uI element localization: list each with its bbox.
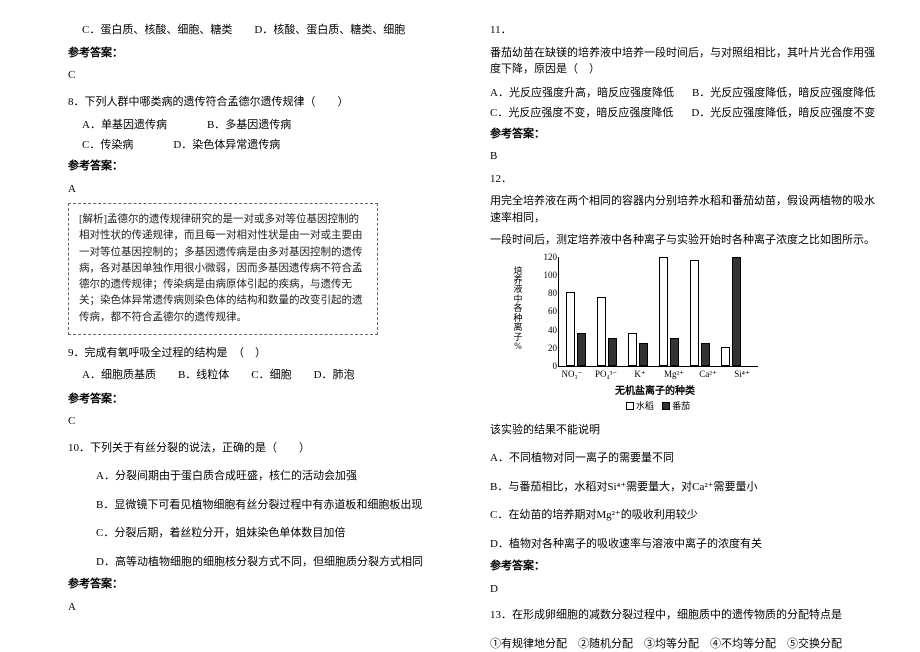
bar-番茄-4 <box>701 343 710 366</box>
q11-opts-row1: A．光反应强度升高，暗反应强度降低 B．光反应强度降低，暗反应强度降低 <box>490 84 880 100</box>
page-root: C．蛋白质、核酸、细胞、糖类 D．核酸、蛋白质、糖类、细胞 参考答案： C 8．… <box>0 0 920 651</box>
chart-plot-area: 培养液中各种离子% 120100806040200 <box>558 257 758 367</box>
answer-label: 参考答案： <box>68 158 432 175</box>
answer-label: 参考答案： <box>490 126 880 143</box>
chart-x-title: 无机盐离子的种类 <box>550 382 760 397</box>
answer-value: C <box>68 67 432 84</box>
q11-opt-c: C．光反应强度不变，暗反应强度降低 <box>490 104 673 120</box>
chart-legend: 水稻 番茄 <box>550 399 760 412</box>
q12-num: 12． <box>490 171 880 188</box>
q9-stem: 9．完成有氧呼吸全过程的结构是 （ ） <box>68 345 432 362</box>
q8-opts-row2: C．传染病 D．染色体异常遗传病 <box>82 136 432 152</box>
answer-value: A <box>68 181 432 198</box>
answer-value: C <box>68 413 432 430</box>
q8-stem: 8．下列人群中哪类病的遗传符合孟德尔遗传规律（ ） <box>68 94 432 111</box>
answer-label: 参考答案： <box>490 558 880 575</box>
q8-opt-b: B．多基因遗传病 <box>207 116 291 132</box>
q10-opt-b: B．显微镜下可看见植物细胞有丝分裂过程中有赤道板和细胞板出现 <box>96 497 432 514</box>
answer-value: A <box>68 599 432 616</box>
legend-swatch-black <box>662 402 670 410</box>
bar-水稻-2 <box>628 333 637 365</box>
q11-stem: 番茄幼苗在缺镁的培养液中培养一段时间后，与对照组相比，其叶片光合作用强度下降，原… <box>490 45 880 78</box>
bar-水稻-1 <box>597 297 606 366</box>
q9-opts: A．细胞质基质 B．线粒体 C．细胞 D．肺泡 <box>82 367 432 385</box>
q7-options-cd: C．蛋白质、核酸、细胞、糖类 D．核酸、蛋白质、糖类、细胞 <box>82 22 432 39</box>
q12-p2: 一段时间后，测定培养液中各种离子与实验开始时各种离子浓度之比如图所示。 <box>490 232 880 249</box>
bar-番茄-5 <box>732 257 741 365</box>
q11-opt-b: B．光反应强度降低，暗反应强度降低 <box>692 84 875 100</box>
q8-opt-c: C．传染病 <box>82 136 133 152</box>
q10-stem: 10．下列关于有丝分裂的说法，正确的是（ ） <box>68 440 432 457</box>
chart-y-title: 培养液中各种离子% <box>511 267 525 352</box>
q10-opt-c: C．分裂后期，着丝粒分开，姐妹染色单体数目加倍 <box>96 525 432 542</box>
bar-chart: 培养液中各种离子% 120100806040200 NO₃⁻PO₄³⁻K⁺Mg²… <box>530 257 760 412</box>
q11-num: 11． <box>490 22 880 39</box>
q12-opt-c: C．在幼苗的培养期对Mg²⁺的吸收利用较少 <box>490 507 880 524</box>
chart-y-ticks: 120100806040200 <box>535 253 557 381</box>
q12-opt-a: A．不同植物对同一离子的需要量不同 <box>490 450 880 467</box>
answer-value: D <box>490 581 880 598</box>
bar-水稻-3 <box>659 257 668 365</box>
answer-label: 参考答案： <box>68 391 432 408</box>
q11-opt-a: A．光反应强度升高，暗反应强度降低 <box>490 84 674 100</box>
column-right: 11． 番茄幼苗在缺镁的培养液中培养一段时间后，与对照组相比，其叶片光合作用强度… <box>460 0 920 651</box>
bar-番茄-3 <box>670 338 679 366</box>
bar-番茄-2 <box>639 343 648 366</box>
q12-after: 该实验的结果不能说明 <box>490 422 880 439</box>
bar-番茄-0 <box>577 333 586 365</box>
bar-水稻-4 <box>690 260 699 365</box>
chart-bars <box>559 257 758 366</box>
q11-opts-row2: C．光反应强度不变，暗反应强度降低 D．光反应强度降低，暗反应强度不变 <box>490 104 880 120</box>
q8-opts-row1: A．单基因遗传病 B．多基因遗传病 <box>82 116 432 132</box>
explanation-box: [解析]孟德尔的遗传规律研究的是一对或多对等位基因控制的相对性状的传递规律，而且… <box>68 203 378 335</box>
answer-value: B <box>490 148 880 165</box>
column-left: C．蛋白质、核酸、细胞、糖类 D．核酸、蛋白质、糖类、细胞 参考答案： C 8．… <box>0 0 460 651</box>
legend-label-a: 水稻 <box>636 401 654 411</box>
q8-opt-d: D．染色体异常遗传病 <box>173 136 280 152</box>
q12-opt-b: B．与番茄相比，水稻对Si⁴⁺需要量大，对Ca²⁺需要量小 <box>490 479 880 496</box>
answer-label: 参考答案： <box>68 45 432 62</box>
q13-stem: 13．在形成卵细胞的减数分裂过程中，细胞质中的遗传物质的分配特点是 <box>490 607 880 624</box>
q10-opt-d: D．高等动植物细胞的细胞核分裂方式不同，但细胞质分裂方式相同 <box>96 554 432 571</box>
q13-opts: ①有规律地分配 ②随机分配 ③均等分配 ④不均等分配 ⑤交换分配 <box>490 636 880 652</box>
q12-opt-d: D．植物对各种离子的吸收速率与溶液中离子的浓度有关 <box>490 536 880 553</box>
bar-番茄-1 <box>608 338 617 366</box>
bar-水稻-0 <box>566 292 575 365</box>
q11-opt-d: D．光反应强度降低，暗反应强度不变 <box>691 104 875 120</box>
answer-label: 参考答案： <box>68 576 432 593</box>
q8-opt-a: A．单基因遗传病 <box>82 116 167 132</box>
legend-swatch-white <box>626 402 634 410</box>
legend-label-b: 番茄 <box>672 401 690 411</box>
chart-x-labels: NO₃⁻PO₄³⁻K⁺Mg²⁺Ca²⁺Si⁴⁺ <box>530 369 760 380</box>
bar-水稻-5 <box>721 347 730 365</box>
q12-p1: 用完全培养液在两个相同的容器内分别培养水稻和番茄幼苗，假设两植物的吸水速率相同， <box>490 193 880 226</box>
q10-opt-a: A．分裂间期由于蛋白质合成旺盛，核仁的活动会加强 <box>96 468 432 485</box>
